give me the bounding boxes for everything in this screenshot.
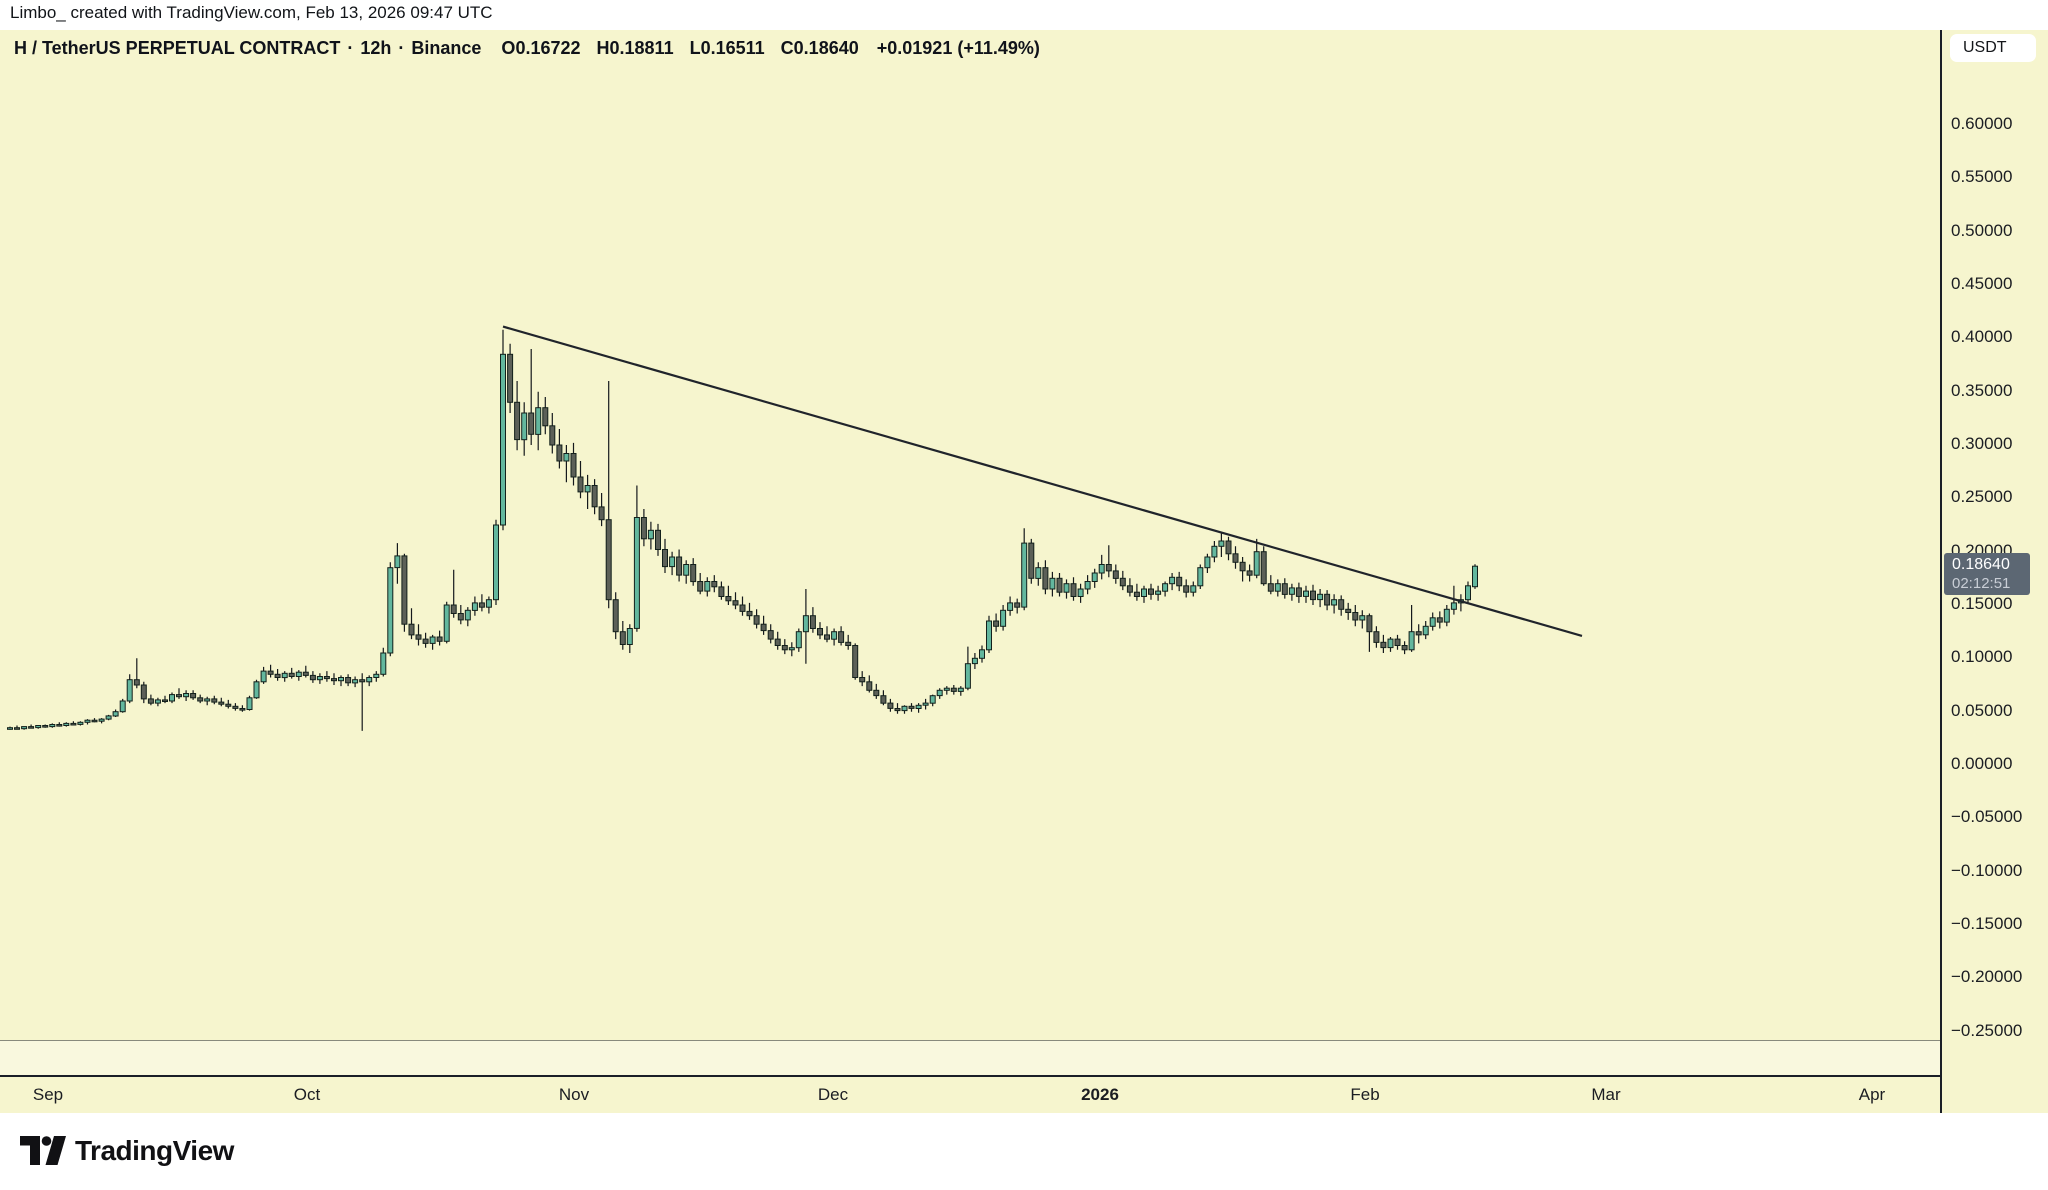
price-tick-label: 0.45000 <box>1951 273 2013 293</box>
footer-bar: TradingView <box>0 1113 2048 1190</box>
time-tick-label: Nov <box>558 1085 590 1104</box>
attribution-text: Limbo_ created with TradingView.com, Feb… <box>10 3 493 22</box>
interval-label[interactable]: 12h <box>360 38 392 58</box>
bar-countdown: 02:12:51 <box>1952 575 2011 592</box>
time-tick-label: Apr <box>1858 1085 1886 1104</box>
price-axis[interactable]: USDT 0.18640 02:12:51 0.60000 0.55000 0.50… <box>1942 30 2048 1113</box>
change-value: +0.01921 (+11.49%) <box>876 38 1040 58</box>
ohlc-values: O0.16722 H0.18811 L0.16511 C0.18640 +0.01921… <box>501 38 1039 59</box>
price-tick-label: 0.00000 <box>1951 754 2013 773</box>
pane-bottom-border <box>0 1040 1941 1041</box>
legend-separator: · <box>347 38 354 58</box>
price-tick-label: −0.05000 <box>1951 807 2023 827</box>
last-price-badge: 0.18640 02:12:51 <box>1944 553 2030 595</box>
attribution-bar: Limbo_ created with TradingView.com, Feb… <box>0 0 2048 30</box>
descending-trendline <box>502 325 1583 637</box>
time-tick-label: Oct <box>293 1085 321 1104</box>
price-tick-label: 0.40000 <box>1951 327 2013 347</box>
price-tick-label: 0.25000 <box>1951 487 2013 507</box>
chart-legend: H / TetherUS PERPETUAL CONTRACT · 12h · Bina… <box>14 38 1040 62</box>
price-tick-label: 0.15000 <box>1951 593 2013 613</box>
time-tick-label: Dec <box>817 1085 849 1104</box>
time-tick-label: Mar <box>1591 1085 1621 1104</box>
price-tick-label: 0.30000 <box>1951 433 2013 453</box>
close-value: C0.18640 <box>780 38 859 58</box>
tradingview-logo-text: TradingView <box>75 1135 234 1166</box>
price-axis-separator <box>1940 30 1942 1113</box>
price-tick-label: 0.10000 <box>1951 647 2013 667</box>
price-tick-label: 0.60000 <box>1951 113 2013 133</box>
price-tick-label: 0.50000 <box>1951 220 2013 240</box>
price-tick-label: 0.55000 <box>1951 167 2013 187</box>
tradingview-logo[interactable]: TradingView <box>20 1135 234 1167</box>
price-tick-label: −0.25000 <box>1951 1020 2023 1040</box>
legend-separator: · <box>398 38 405 58</box>
last-price-value: 0.18640 <box>1952 556 2010 573</box>
low-value: L0.16511 <box>689 38 765 58</box>
high-value: H0.18811 <box>596 38 674 58</box>
pane-bottom-margin <box>0 1041 2048 1075</box>
price-tick-label: −0.15000 <box>1951 914 2023 933</box>
time-tick-label: Sep <box>32 1085 64 1104</box>
candlestick-chart[interactable] <box>0 30 2048 1113</box>
currency-toggle-button[interactable]: USDT <box>1950 34 2036 62</box>
tradingview-logo-icon <box>20 1136 66 1165</box>
price-tick-label: 0.35000 <box>1951 380 2013 400</box>
time-axis-border <box>0 1075 2048 1077</box>
price-tick-label: −0.10000 <box>1951 860 2023 880</box>
time-tick-label: 2026 <box>1081 1085 1119 1104</box>
time-tick-label: Feb <box>1350 1085 1380 1104</box>
symbol-title[interactable]: H / TetherUS PERPETUAL CONTRACT <box>14 38 341 58</box>
price-tick-label: −0.20000 <box>1951 967 2023 987</box>
open-value: O0.16722 <box>501 38 581 58</box>
time-axis[interactable]: Sep Oct Nov Dec 2026 Feb Mar Apr <box>0 1077 2048 1113</box>
price-tick-label: 0.05000 <box>1951 700 2013 720</box>
exchange-label: Binance <box>411 38 482 58</box>
chart-region: H / TetherUS PERPETUAL CONTRACT · 12h · Bina… <box>0 30 2048 1113</box>
